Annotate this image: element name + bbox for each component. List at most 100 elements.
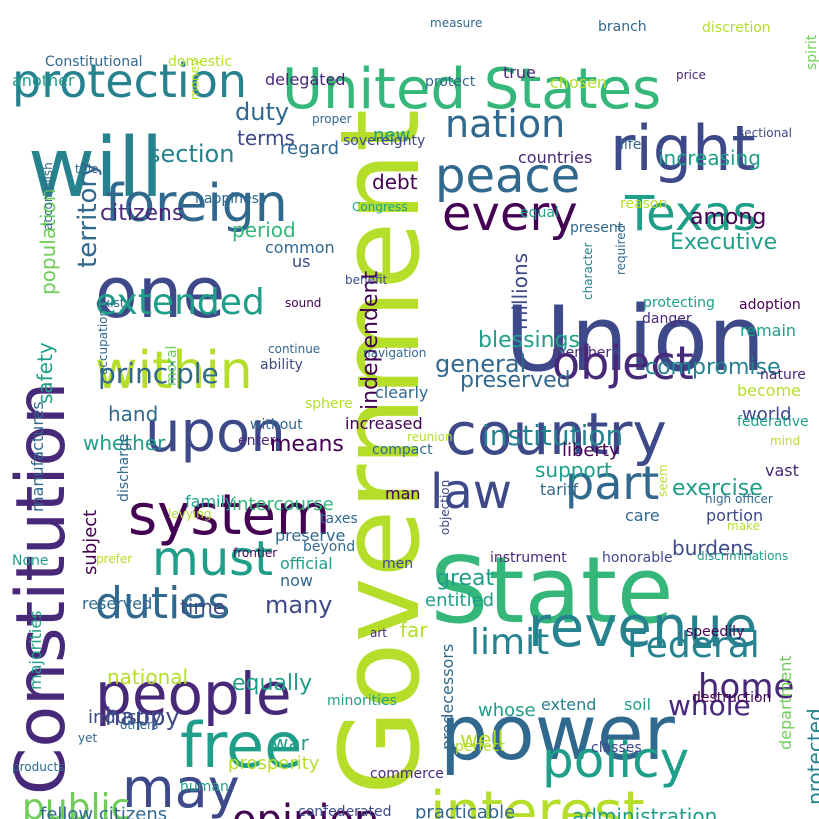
word-majorities: majorities [26,610,45,690]
word-moral: moral [164,345,180,386]
word-right: right [610,112,756,185]
word-federative: federative [737,414,809,430]
word-preserve: preserve [275,526,346,545]
word-part: part [565,456,660,510]
word-intercourse: intercourse [232,494,334,515]
word-vast: vast [765,461,799,480]
word-every: every [442,186,578,242]
word-measure: measure [430,16,483,30]
word-whether: whether [83,431,166,455]
word-discriminations: discriminations [697,549,789,563]
word-world: world [742,404,792,425]
word-territory: territory [73,161,103,268]
word-discretion: discretion [702,20,771,36]
word-extend: extend [541,695,597,714]
word-within: within [95,341,253,401]
word-countries: countries [518,148,593,167]
word-entitled: entitled [425,590,495,611]
word-protection: protection [12,54,247,108]
word-may: may [122,757,240,819]
word-protected: protected [803,708,819,805]
word-great: great [436,566,495,591]
word-reunion: reunion [407,430,453,444]
word-common: common [265,238,335,257]
word-citizens: citizens [100,201,184,226]
word-predecessors: predecessors [438,643,457,750]
word-reserved: reserved [82,594,153,613]
word-peace: peace [435,148,581,204]
word-policy: policy [542,731,690,789]
word-far: far [400,618,428,642]
word-one: one [95,252,226,334]
word-exist: exist [96,296,125,310]
word-make: make [727,519,760,533]
word-now: now [280,571,314,590]
word-happiness: happiness [195,191,267,207]
word-manufactures: manufactures [28,401,47,512]
word-constitutional: Constitutional [45,54,143,70]
word-practicable: practicable [415,802,516,819]
word-means: means [270,432,344,457]
word-war: war [272,731,309,755]
word-opinion: opinion [232,800,379,819]
word-safety: safety [33,342,57,404]
word-prosperity: prosperity [228,753,320,774]
word-compromise: compromise [645,355,781,380]
word-must: must [152,531,274,587]
word-spirit: spirit [804,34,819,70]
word-time: time [180,595,226,619]
word-discharge: discharge [116,433,132,502]
word-others: others [120,718,159,732]
word-section: section [148,140,235,168]
word-happy: happy [105,703,180,731]
word-occupation: occupation [96,308,110,375]
word-delegated: delegated [265,70,346,89]
word-will: will [28,121,164,216]
word-interest: interest [430,780,645,819]
word-proper: proper [312,112,352,126]
word-sovereignty: sovereignty [343,133,426,149]
word-duty: duty [235,98,290,126]
word-congress: Congress [352,200,408,214]
word-regard: regard [280,138,340,159]
word-destruction: destruction [692,690,772,706]
word-among: among [690,205,767,230]
word-nature: nature [760,367,806,383]
word-clearly: clearly [375,383,429,402]
word-family: family [185,492,235,511]
word-hand: hand [108,402,159,426]
word-free: free [180,709,303,782]
word-objection: objection [438,479,452,535]
word-administration: administration [572,804,718,819]
word-high-officer: high officer [705,492,773,506]
word-protect: protect [425,74,476,90]
word-soil: soil [624,695,652,714]
word-national: national [107,665,189,689]
word-support: support [535,458,612,482]
word-state: State [430,537,674,644]
word-human: human [180,779,229,795]
word-yet: yet [78,731,98,745]
word-title: title [75,162,99,176]
word-minorities: minorities [327,693,397,709]
word-millions: millions [508,252,532,330]
word-system: system [128,483,331,548]
word-executive: Executive [670,230,778,255]
word-danger: danger [642,311,692,327]
word-whose: whose [478,700,536,721]
word-us: us [292,252,311,271]
word-adoption: adoption [739,297,801,313]
word-instrument: instrument [490,550,567,566]
word-increasing: increasing [658,146,761,170]
word-benefit: benefit [345,273,388,287]
word-speedily: speedily [686,624,745,640]
word-texas: Texas [625,186,758,242]
word-union: Union [505,287,766,392]
word-principle: principle [98,357,219,390]
word-institution: institution [482,419,624,452]
word-blessings: blessings [478,328,581,353]
word-burdens: burdens [672,536,754,560]
word-present: present [570,220,624,236]
word-levying: levying [168,507,212,521]
